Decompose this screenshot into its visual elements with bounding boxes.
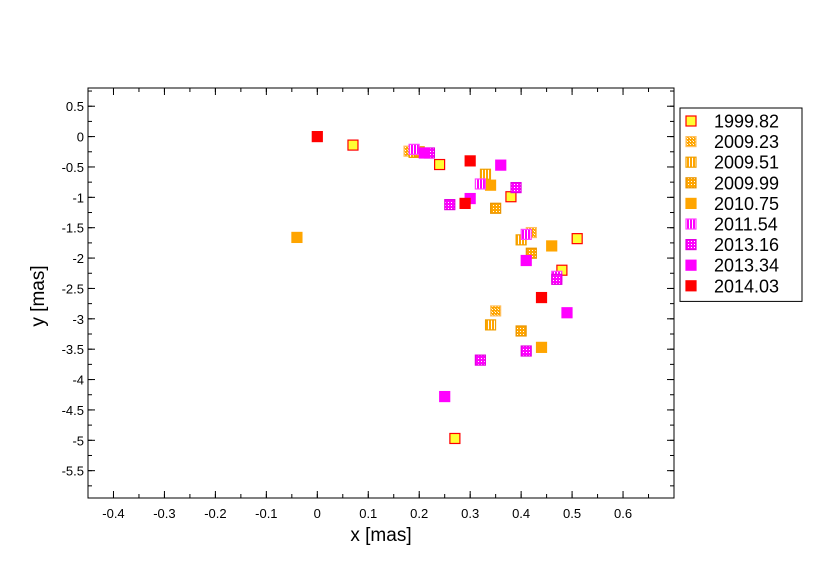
y-tick-label: -1 <box>72 190 84 205</box>
data-point-2009-99 <box>490 202 502 214</box>
legend-label: 2009.99 <box>714 173 779 193</box>
x-tick-label: 0.5 <box>563 506 581 521</box>
data-point-2014-03 <box>464 155 476 167</box>
y-axis: 0.5 0 -0.5 -1 -1.5 -2 -2.5 -3 -3.5 -4 -4.5 -5 -5.5 <box>62 90 674 487</box>
data-point-1999-82 <box>347 139 359 151</box>
data-point-2013-16 <box>510 182 522 194</box>
data-point-2013-34 <box>439 390 451 403</box>
data-point-1999-82 <box>434 158 446 171</box>
data-point-2014-03 <box>459 197 471 210</box>
x-tick-label: -0.1 <box>255 506 277 521</box>
legend-marker <box>685 156 697 168</box>
data-point-2013-34 <box>520 254 532 267</box>
y-tick-label: 0 <box>77 130 84 145</box>
data-point-2011-54 <box>474 178 486 190</box>
data-point-2009-51 <box>484 319 497 331</box>
x-axis-title: x [mas] <box>350 525 411 546</box>
y-tick-label: -4 <box>72 373 84 388</box>
x-tick-label: 0.6 <box>614 506 632 521</box>
y-tick-label: 0.5 <box>66 99 84 114</box>
data-point-2010-75 <box>291 231 303 244</box>
legend-label: 1999.82 <box>714 112 779 132</box>
data-point-2013-16 <box>520 345 532 357</box>
legend-label: 2011.54 <box>714 215 778 235</box>
data-point-2013-34 <box>495 159 507 171</box>
legend-marker <box>685 136 697 148</box>
y-tick-label: -2.5 <box>62 281 84 296</box>
data-points <box>291 130 583 445</box>
legend-label: 2010.75 <box>714 194 779 214</box>
y-axis-title: y [mas] <box>28 265 49 326</box>
x-tick-label: 0.3 <box>461 506 479 521</box>
data-point-2009-51 <box>479 168 492 180</box>
plot-frame <box>87 87 675 499</box>
data-point-2013-16 <box>474 354 486 366</box>
data-point-2013-34 <box>418 147 430 159</box>
y-tick-label: -1.5 <box>62 221 84 236</box>
legend-marker <box>685 177 697 189</box>
data-point-2009-23 <box>490 305 502 317</box>
x-tick-label: 0.4 <box>512 506 530 521</box>
legend-marker <box>685 259 697 271</box>
x-tick-label: -0.4 <box>102 506 124 521</box>
legend-label: 2009.51 <box>714 153 779 173</box>
y-tick-label: -3.5 <box>62 342 84 357</box>
legend-marker <box>685 280 697 292</box>
data-point-2009-99 <box>515 325 527 337</box>
x-tick-label: 0.1 <box>359 506 377 521</box>
legend-label: 2013.16 <box>714 235 779 255</box>
x-tick-label: 0 <box>314 506 321 521</box>
data-point-1999-82 <box>505 191 517 203</box>
y-tick-label: -0.5 <box>62 160 84 175</box>
x-tick-label: 0.2 <box>410 506 428 521</box>
legend-frame <box>679 107 803 302</box>
data-point-2013-34 <box>561 307 573 319</box>
legend-marker <box>685 197 697 209</box>
y-tick-label: -3 <box>72 312 84 327</box>
data-point-1999-82 <box>449 432 461 445</box>
data-point-2011-54 <box>520 228 532 240</box>
legend-marker <box>685 218 697 230</box>
plot-area <box>87 87 675 499</box>
data-point-2010-75 <box>484 179 497 191</box>
legend-label: 2009.23 <box>714 132 779 152</box>
data-point-2013-16 <box>444 199 456 211</box>
data-point-2010-75 <box>546 240 558 252</box>
legend-marker <box>685 239 697 251</box>
legend: 1999.822009.232009.512009.992010.752011.… <box>679 107 803 302</box>
data-point-2013-16 <box>551 273 563 285</box>
data-point-2011-54 <box>408 143 420 155</box>
y-tick-label: -5 <box>72 433 84 448</box>
y-tick-label: -2 <box>72 251 84 266</box>
x-tick-label: -0.2 <box>204 506 226 521</box>
legend-marker <box>685 115 697 127</box>
data-point-2014-03 <box>535 291 548 304</box>
y-tick-label: -4.5 <box>62 403 84 418</box>
x-tick-label: -0.3 <box>153 506 175 521</box>
legend-label: 2014.03 <box>714 276 779 296</box>
data-point-2014-03 <box>311 130 323 143</box>
x-axis: -0.4 -0.3 -0.2 -0.1 0 0.1 0.2 0.3 0.4 0.5 0.6 <box>87 88 675 521</box>
data-point-1999-82 <box>571 233 583 245</box>
data-point-2010-75 <box>535 341 548 353</box>
y-tick-label: -5.5 <box>62 464 84 479</box>
legend-label: 2013.34 <box>714 256 779 276</box>
